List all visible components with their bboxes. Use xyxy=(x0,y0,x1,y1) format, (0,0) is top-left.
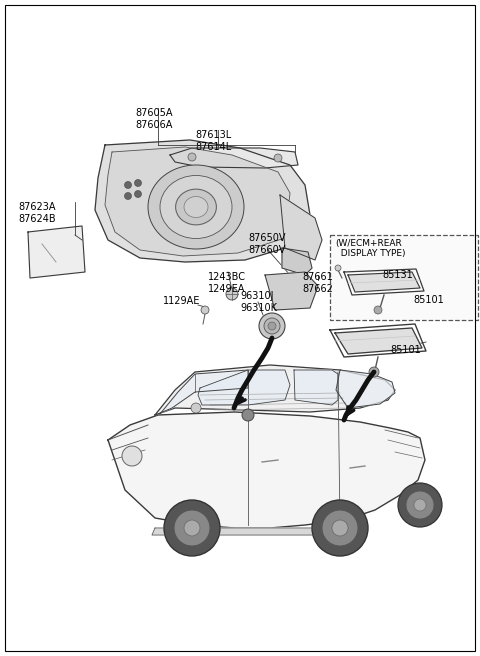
Circle shape xyxy=(332,520,348,536)
Polygon shape xyxy=(108,412,425,528)
Text: 87650V
87660V: 87650V 87660V xyxy=(248,233,286,255)
Circle shape xyxy=(134,180,142,186)
Circle shape xyxy=(259,313,285,339)
Circle shape xyxy=(191,403,201,413)
Text: 87613L
87614L: 87613L 87614L xyxy=(195,130,231,152)
Circle shape xyxy=(124,182,132,188)
Circle shape xyxy=(242,409,254,421)
Polygon shape xyxy=(155,365,395,415)
Text: 87623A
87624B: 87623A 87624B xyxy=(18,202,56,224)
Polygon shape xyxy=(170,148,298,168)
Text: 1129AE: 1129AE xyxy=(163,296,200,306)
Polygon shape xyxy=(336,370,395,408)
Ellipse shape xyxy=(160,176,232,239)
Circle shape xyxy=(335,265,341,271)
Circle shape xyxy=(369,367,379,377)
Circle shape xyxy=(122,446,142,466)
Ellipse shape xyxy=(148,165,244,249)
Circle shape xyxy=(322,510,358,546)
Polygon shape xyxy=(28,226,85,278)
Polygon shape xyxy=(105,147,290,256)
Circle shape xyxy=(312,500,368,556)
Polygon shape xyxy=(335,328,422,354)
Circle shape xyxy=(226,288,238,300)
Polygon shape xyxy=(280,195,322,260)
Circle shape xyxy=(406,491,434,519)
Text: 1243BC
1249EA: 1243BC 1249EA xyxy=(208,272,246,294)
Polygon shape xyxy=(198,370,290,405)
Circle shape xyxy=(184,520,200,536)
Text: 87605A
87606A: 87605A 87606A xyxy=(135,108,172,130)
Text: 85101: 85101 xyxy=(413,295,444,305)
Polygon shape xyxy=(265,272,318,310)
Polygon shape xyxy=(158,370,248,414)
Polygon shape xyxy=(152,528,345,535)
Polygon shape xyxy=(294,370,338,405)
Polygon shape xyxy=(282,248,312,275)
Ellipse shape xyxy=(184,197,208,218)
Circle shape xyxy=(414,499,426,511)
Text: 85101: 85101 xyxy=(390,345,421,355)
Circle shape xyxy=(124,192,132,199)
Circle shape xyxy=(398,483,442,527)
Circle shape xyxy=(268,322,276,330)
Polygon shape xyxy=(348,272,420,292)
Circle shape xyxy=(274,154,282,162)
Ellipse shape xyxy=(176,189,216,225)
Circle shape xyxy=(374,306,382,314)
Polygon shape xyxy=(95,140,310,262)
Circle shape xyxy=(134,190,142,197)
Text: (W/ECM+REAR
  DISPLAY TYPE): (W/ECM+REAR DISPLAY TYPE) xyxy=(335,239,406,258)
Circle shape xyxy=(201,306,209,314)
Bar xyxy=(330,235,478,320)
Circle shape xyxy=(188,153,196,161)
Circle shape xyxy=(164,500,220,556)
Circle shape xyxy=(174,510,210,546)
Circle shape xyxy=(264,318,280,334)
Text: 96310J
96310K: 96310J 96310K xyxy=(240,291,277,313)
Text: 85131: 85131 xyxy=(382,270,413,280)
Text: 87661
87662: 87661 87662 xyxy=(302,272,333,294)
